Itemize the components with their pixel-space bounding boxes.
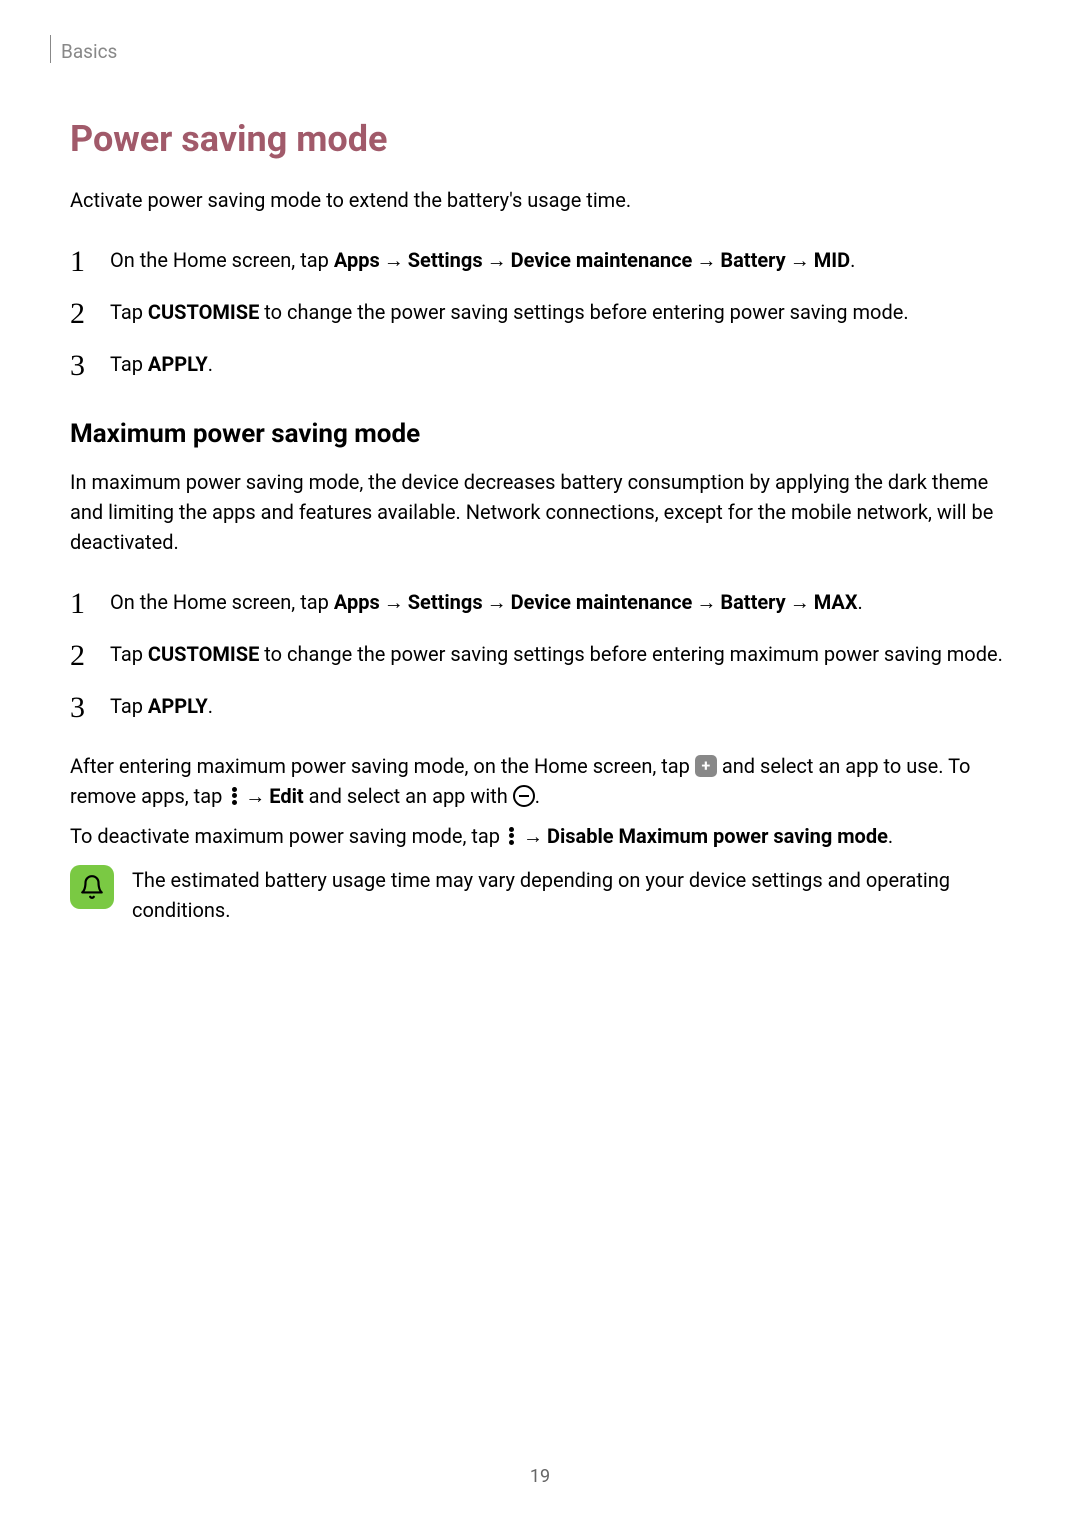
more-options-icon (227, 785, 241, 807)
max-label: MAX (814, 590, 858, 614)
note-text: The estimated battery usage time may var… (132, 865, 1010, 925)
page-number: 19 (0, 1466, 1080, 1487)
sub-intro-paragraph: In maximum power saving mode, the device… (70, 467, 1010, 557)
settings-label: Settings (408, 590, 483, 614)
apps-label: Apps (334, 248, 380, 272)
sub-heading: Maximum power saving mode (70, 419, 1010, 449)
arrow-icon: → (245, 784, 265, 808)
disable-label: Disable Maximum power saving mode (547, 824, 888, 848)
step-text: On the Home screen, tap (110, 590, 334, 614)
text-segment: . (888, 824, 893, 848)
note-block: The estimated battery usage time may var… (70, 865, 1010, 925)
device-maintenance-label: Device maintenance (511, 248, 693, 272)
minus-circle-icon (513, 785, 535, 807)
text-segment: To deactivate maximum power saving mode,… (70, 824, 505, 848)
battery-label: Battery (720, 590, 785, 614)
customise-label: CUSTOMISE (148, 642, 259, 666)
breadcrumb: Basics (61, 40, 117, 63)
step-2: Tap CUSTOMISE to change the power saving… (70, 297, 1010, 327)
battery-label: Battery (720, 248, 785, 272)
mid-label: MID (814, 248, 850, 272)
arrow-icon: → (790, 590, 810, 614)
note-bell-icon (70, 865, 114, 909)
step-text: . (208, 694, 213, 718)
step-3: Tap APPLY. (70, 349, 1010, 379)
customise-label: CUSTOMISE (148, 300, 259, 324)
step-text: Tap (110, 300, 148, 324)
step-text: . (850, 248, 855, 272)
after-paragraph-2: To deactivate maximum power saving mode,… (70, 821, 1010, 851)
intro-paragraph: Activate power saving mode to extend the… (70, 185, 1010, 215)
arrow-icon: → (523, 824, 543, 848)
step-text: On the Home screen, tap (110, 248, 334, 272)
steps-list-2: On the Home screen, tap Apps→Settings→De… (70, 587, 1010, 721)
settings-label: Settings (408, 248, 483, 272)
step-text: Tap (110, 352, 148, 376)
step-2: Tap CUSTOMISE to change the power saving… (70, 639, 1010, 669)
edit-label: Edit (269, 784, 303, 808)
step-3: Tap APPLY. (70, 691, 1010, 721)
step-text: to change the power saving settings befo… (259, 300, 908, 324)
arrow-icon: → (487, 590, 507, 614)
step-text: . (208, 352, 213, 376)
arrow-icon: → (790, 248, 810, 272)
step-1: On the Home screen, tap Apps→Settings→De… (70, 587, 1010, 617)
step-text: Tap (110, 694, 148, 718)
device-maintenance-label: Device maintenance (511, 590, 693, 614)
plus-icon: + (695, 755, 717, 777)
arrow-icon: → (487, 248, 507, 272)
step-text: to change the power saving settings befo… (259, 642, 1003, 666)
step-text: Tap (110, 642, 148, 666)
arrow-icon: → (384, 248, 404, 272)
more-options-icon (505, 825, 519, 847)
page-content: Basics Power saving mode Activate power … (0, 0, 1080, 925)
step-text: . (858, 590, 863, 614)
after-paragraph-1: After entering maximum power saving mode… (70, 751, 1010, 811)
apps-label: Apps (334, 590, 380, 614)
page-title: Power saving mode (70, 118, 1010, 160)
arrow-icon: → (384, 590, 404, 614)
arrow-icon: → (696, 590, 716, 614)
step-1: On the Home screen, tap Apps→Settings→De… (70, 245, 1010, 275)
text-segment: After entering maximum power saving mode… (70, 754, 695, 778)
apply-label: APPLY (148, 352, 208, 376)
text-segment: and select an app with (304, 784, 513, 808)
apply-label: APPLY (148, 694, 208, 718)
text-segment: . (535, 784, 540, 808)
arrow-icon: → (696, 248, 716, 272)
steps-list-1: On the Home screen, tap Apps→Settings→De… (70, 245, 1010, 379)
header-divider: Basics (50, 35, 1010, 63)
